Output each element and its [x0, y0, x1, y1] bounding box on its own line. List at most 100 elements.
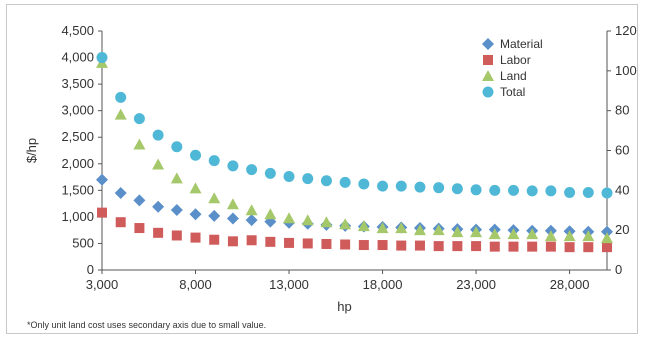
y-tick-label: 1,500 [61, 182, 94, 197]
land-point [563, 230, 576, 242]
axes: 0 500 1,000 1,500 2,000 2,500 3,000 3,500 4,000 4… [61, 23, 636, 292]
total-point [601, 187, 613, 199]
labor-point [97, 207, 107, 218]
x-tick-label: 23,000 [456, 277, 496, 292]
material-point [189, 208, 202, 221]
labor-point [190, 232, 201, 243]
y-tick-label: 2,500 [61, 129, 94, 144]
land-point [339, 218, 352, 230]
labor-point [564, 242, 575, 253]
total-point [582, 186, 594, 198]
y-tick-label: 2,000 [61, 156, 94, 171]
land-point [133, 138, 146, 150]
y2-tick-label: 40 [615, 182, 629, 197]
labor-point [508, 241, 519, 252]
land-point [470, 226, 483, 238]
x-tick-label: 28,000 [550, 277, 590, 292]
land-point [301, 214, 314, 226]
legend-label: Labor [500, 53, 531, 67]
land-point [451, 226, 464, 238]
legend-material-marker [482, 38, 494, 50]
series-land [96, 56, 613, 244]
y-tick-label: 4,000 [61, 50, 94, 65]
land-point [544, 230, 557, 242]
labor-point [227, 236, 238, 247]
x-tick-label: 18,000 [363, 277, 403, 292]
legend-item-total: Total [482, 85, 525, 99]
footnote: *Only unit land cost uses secondary axis… [27, 320, 267, 330]
legend-label: Material [500, 37, 543, 51]
total-point [96, 52, 108, 64]
material-point [114, 186, 127, 199]
total-point [190, 149, 202, 161]
total-point [377, 180, 389, 192]
labor-point [134, 223, 145, 234]
y-tick-label: 3,000 [61, 103, 94, 118]
land-point [283, 212, 296, 224]
land-point [189, 182, 202, 194]
total-point [115, 91, 127, 103]
material-point [601, 225, 613, 238]
y-tick-label: 4,500 [61, 23, 94, 38]
y2-tick-label: 100 [615, 63, 637, 78]
labor-point [471, 241, 482, 252]
labor-point [433, 241, 444, 252]
y-axis-title: $/hp [24, 138, 39, 163]
land-point [152, 158, 165, 170]
y2-tick-label: 60 [615, 143, 629, 158]
labor-point [284, 237, 295, 248]
labor-point [545, 241, 556, 252]
total-point [264, 167, 276, 179]
total-point [395, 180, 407, 192]
y-tick-label: 500 [72, 235, 94, 250]
legend-label: Total [500, 85, 525, 99]
land-point [170, 172, 183, 184]
total-point [339, 176, 351, 188]
total-point [526, 185, 538, 197]
legend-labor-marker [483, 55, 493, 65]
labor-point [302, 238, 313, 249]
labor-point [602, 242, 612, 253]
land-point [413, 224, 426, 236]
legend-label: Land [500, 69, 527, 83]
land-point [357, 220, 370, 232]
total-point [507, 184, 519, 196]
labor-point [153, 227, 164, 238]
labor-point [265, 236, 276, 247]
legend-item-land: Land [482, 69, 527, 83]
land-point [264, 208, 277, 220]
total-point [208, 155, 220, 167]
labor-point [321, 238, 332, 249]
total-point [246, 164, 258, 176]
total-point [564, 186, 576, 198]
total-point [283, 171, 295, 183]
total-point [433, 182, 445, 194]
material-point [170, 203, 183, 216]
chart-frame [6, 4, 638, 334]
labor-point [377, 240, 388, 251]
total-point [320, 175, 332, 187]
y-tick-label: 0 [87, 262, 94, 277]
land-point [226, 198, 239, 210]
labor-point [246, 235, 257, 246]
land-point [395, 222, 408, 234]
x-axis-title: hp [337, 299, 351, 314]
labor-point [396, 240, 407, 251]
y2-tick-label: 80 [615, 103, 629, 118]
x-tick-label: 13,000 [269, 277, 309, 292]
series-labor [97, 207, 612, 253]
labor-point [527, 241, 538, 252]
material-point [245, 214, 258, 227]
legend-total-marker [482, 86, 494, 98]
y-tick-label: 1,000 [61, 209, 94, 224]
legend-item-material: Material [482, 37, 543, 51]
land-point [582, 230, 595, 242]
total-point [545, 185, 557, 197]
labor-point [115, 217, 126, 228]
labor-point [489, 241, 500, 252]
total-point [171, 141, 183, 153]
labor-point [340, 239, 351, 250]
total-point [414, 181, 426, 193]
labor-point [583, 242, 594, 253]
land-point [245, 204, 258, 216]
